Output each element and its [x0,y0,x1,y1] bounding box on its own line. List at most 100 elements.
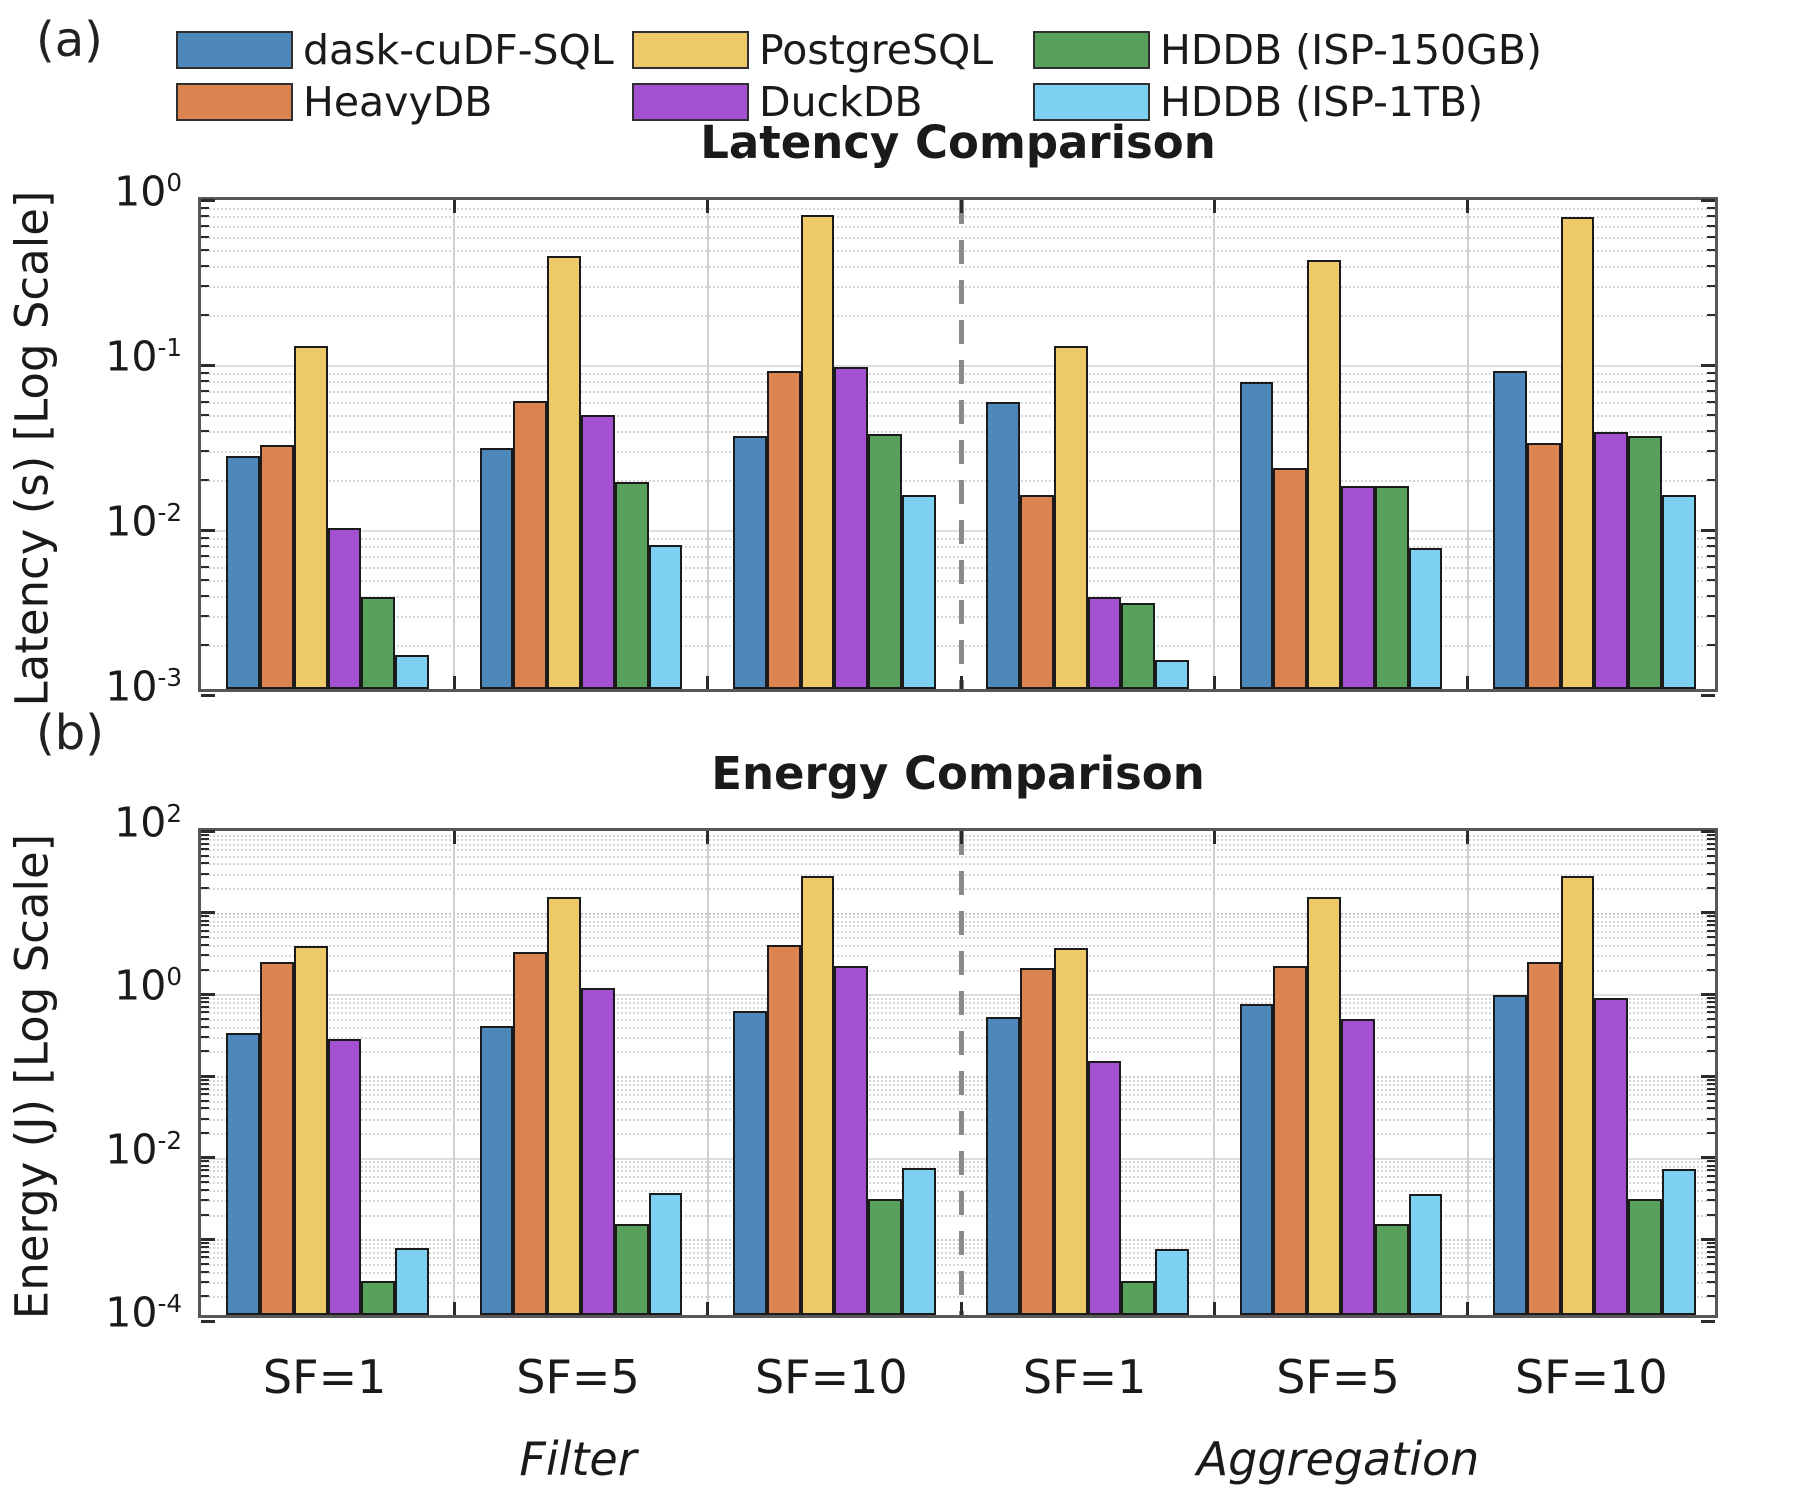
legend-label: HDDB (ISP-1TB) [1160,78,1484,126]
y-minor-tick [1707,1093,1715,1096]
y-minor-tick [201,1087,209,1090]
bar-dask-cudf-sql-group2 [479,447,514,689]
y-minor-tick [201,1011,209,1014]
y-minor-tick [1707,848,1715,851]
bar-duckdb-group5 [1341,1019,1375,1315]
y-minor-tick [1707,936,1715,939]
y-minor-tick [201,429,209,432]
gridline-minor [201,920,1715,923]
bar-dask-cudf-sql-group3 [733,436,767,689]
bar-heavydb-group6 [1526,442,1561,689]
x-section-label-aggregation: Aggregation [1196,1432,1480,1486]
y-minor-tick [201,915,209,918]
y-minor-tick [201,1242,209,1245]
gridline-minor [201,1243,1715,1246]
y-minor-tick [201,235,209,238]
y-minor-tick [1707,379,1715,382]
y-minor-tick [201,371,209,374]
bar-hddb-isp-150gb--group4 [1121,1281,1156,1315]
gridline-minor [201,555,1715,558]
group-gridline [706,200,709,689]
gridline-minor [201,1088,1715,1091]
y-minor-tick [201,1270,209,1273]
bar-postgresql-group3 [800,214,835,689]
group-gridline [453,831,456,1315]
gridline-minor [201,1165,1715,1168]
group-gridline [706,831,709,1315]
filter-aggregation-separator [958,200,964,689]
gridline-minor [201,1247,1715,1250]
bar-dask-cudf-sql-group1 [226,455,261,689]
y-minor-tick [1707,264,1715,267]
bar-heavydb-group1 [260,962,294,1315]
x-tick [706,676,710,689]
y-major-tick [1701,1237,1715,1241]
bar-postgresql-group5 [1307,259,1341,689]
gridline-minor [201,855,1715,858]
y-minor-tick [201,1213,209,1216]
bar-duckdb-group2 [581,988,615,1315]
y-minor-tick [1707,842,1715,845]
y-minor-tick [201,919,209,922]
y-minor-tick [201,644,209,647]
y-minor-tick [1707,248,1715,251]
gridline-minor [201,945,1715,948]
legend-item-heavydb: HeavyDB [176,78,492,126]
bar-duckdb-group1 [327,527,362,689]
bar-duckdb-group1 [327,1038,362,1315]
gridline-minor [201,888,1715,891]
x-tick [452,1302,456,1315]
y-minor-tick [201,1005,209,1008]
chart-a-ylabel: Latency (s) [Log Scale] [5,190,59,707]
x-tick [1466,676,1470,689]
legend-item-duckdb: DuckDB [632,78,923,126]
x-tick [1466,200,1470,213]
y-minor-tick [1707,1025,1715,1028]
y-minor-tick [1707,1117,1715,1120]
y-minor-tick [1707,1281,1715,1284]
y-major-tick [1701,363,1715,367]
x-tick [452,676,456,689]
y-minor-tick [201,578,209,581]
y-minor-tick [201,837,209,840]
y-minor-tick [201,887,209,890]
bar-hddb-isp-1tb--group6 [1661,494,1696,689]
y-minor-tick [1707,919,1715,922]
gridline-minor [201,645,1715,648]
chart-a-title: Latency Comparison [700,116,1216,169]
gridline-minor [201,1006,1715,1009]
y-minor-tick [201,1093,209,1096]
x-tick-label-3: SF=10 [754,1350,908,1404]
y-minor-tick [1707,968,1715,971]
y-minor-tick [201,1082,209,1085]
y-minor-tick [201,1025,209,1028]
gridline-minor [201,1002,1715,1005]
y-major-tick [1701,1074,1715,1078]
y-minor-tick [1707,1078,1715,1081]
gridline-minor [201,545,1715,548]
bar-duckdb-group4 [1087,597,1122,689]
bar-hddb-isp-1tb--group5 [1408,547,1443,689]
y-tick-label: 102 [114,798,182,847]
y-major-tick [1701,1319,1715,1323]
y-minor-tick [1707,1242,1715,1245]
y-minor-tick [201,1256,209,1259]
y-minor-tick [1707,915,1715,918]
bar-duckdb-group5 [1341,485,1375,689]
x-tick [1212,831,1216,844]
y-minor-tick [1707,1174,1715,1177]
bar-postgresql-group5 [1307,897,1341,1315]
bar-dask-cudf-sql-group6 [1493,994,1527,1315]
gridline-minor [201,1051,1715,1054]
legend-swatch [176,83,293,121]
y-minor-tick [201,1189,209,1192]
y-minor-tick [201,400,209,403]
y-minor-tick [1707,206,1715,209]
y-minor-tick [201,450,209,453]
x-tick [959,200,963,213]
bar-hddb-isp-1tb--group4 [1155,1248,1189,1315]
legend-item-hddb-isp-1tb-: HDDB (ISP-1TB) [1033,78,1484,126]
panel-a-label: (a) [36,12,103,68]
bar-duckdb-group6 [1594,432,1629,689]
y-minor-tick [201,379,209,382]
